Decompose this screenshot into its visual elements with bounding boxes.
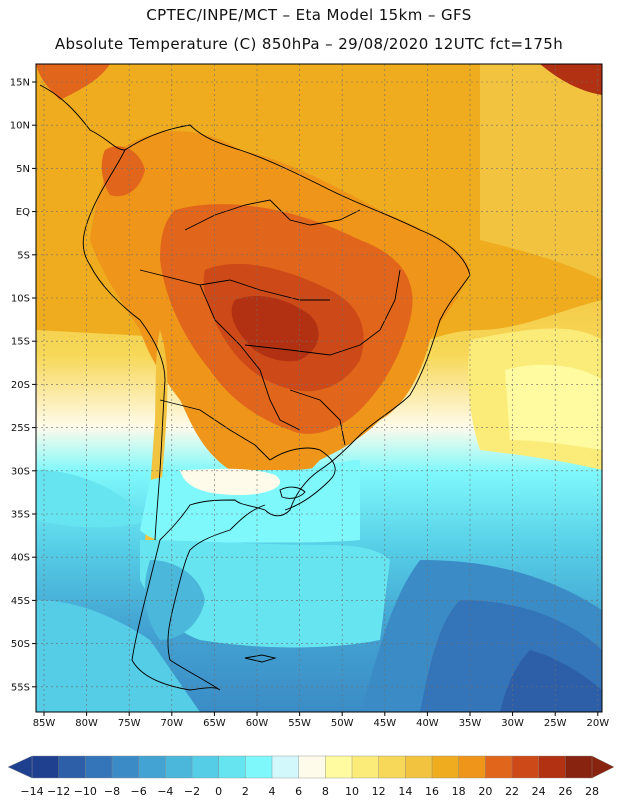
colorbar-tick-label: −2 [184, 785, 200, 798]
colorbar-swatch [191, 755, 220, 779]
colorbar-tick-label: 6 [295, 785, 302, 798]
colorbar-tick-label: −12 [47, 785, 70, 798]
colorbar-low-arrow [7, 755, 33, 779]
lon-label: 25W [544, 718, 567, 729]
colorbar-tick-label: 2 [242, 785, 249, 798]
colorbar-swatch [431, 755, 460, 779]
lon-label: 80W [75, 718, 98, 729]
colorbar-tick-label: 8 [322, 785, 329, 798]
lat-label: 5S [17, 250, 30, 261]
lat-label: 15S [11, 337, 30, 348]
lon-label: 65W [203, 718, 226, 729]
colorbar-tick-label: 4 [269, 785, 276, 798]
lat-label: EQ [16, 207, 30, 218]
lat-label: 20S [11, 380, 30, 391]
lon-label: 50W [331, 718, 354, 729]
colorbar-tick-label: 14 [398, 785, 412, 798]
colorbar-tick-label: 12 [372, 785, 386, 798]
colorbar-swatch [511, 755, 540, 779]
colorbar-tick-label: −8 [104, 785, 120, 798]
map-frame [35, 63, 603, 713]
colorbar-tick-label: −10 [74, 785, 97, 798]
colorbar-swatch [378, 755, 406, 779]
lat-label: 30S [11, 466, 30, 477]
lon-label: 45W [373, 718, 396, 729]
latitude-axis: 15N 10N 5N EQ 5S 10S 15S 20S 25S 30S 35S 40S 45S 50S 5… [10, 78, 36, 693]
colorbar-swatch [405, 755, 433, 779]
lat-label: 45S [11, 596, 30, 607]
colorbar-swatch [458, 755, 486, 779]
lon-label: 75W [118, 718, 141, 729]
colorbar-swatch [298, 755, 326, 779]
lon-label: 20W [586, 718, 609, 729]
lon-label: 70W [160, 718, 183, 729]
lat-label: 55S [11, 682, 30, 693]
lat-label: 10N [10, 121, 30, 132]
lon-label: 40W [416, 718, 439, 729]
lon-label: 85W [33, 718, 56, 729]
lon-label: 35W [459, 718, 482, 729]
colorbar-tick-label: 20 [478, 785, 492, 798]
country-borders [39, 84, 471, 691]
colorbar-swatch [271, 755, 300, 779]
lat-label: 50S [11, 639, 30, 650]
longitude-axis: 85W 80W 75W 70W 65W 60W 55W 50W 45W 40W 35W 30W 25W 2… [33, 712, 609, 729]
map-title-line-2: Absolute Temperature (C) 850hPa – 29/08/… [54, 35, 564, 53]
colorbar-swatch [245, 755, 273, 779]
colorbar-swatch [485, 755, 513, 779]
colorbar-tick-label: 28 [585, 785, 599, 798]
colorbar-swatch [218, 755, 246, 779]
colorbar-tick-label: −4 [157, 785, 173, 798]
lon-label: 55W [288, 718, 311, 729]
colorbar-swatch [138, 755, 166, 779]
temperature-field [36, 64, 602, 712]
colorbar-swatch [325, 755, 353, 779]
colorbar-swatch [565, 755, 593, 779]
temperature-colorbar [7, 755, 615, 779]
colorbar-swatch [85, 755, 113, 779]
colorbar-tick-label: 22 [505, 785, 519, 798]
colorbar-tick-label: 0 [215, 785, 222, 798]
lon-label: 30W [501, 718, 524, 729]
colorbar-swatch [165, 755, 193, 779]
colorbar-tick-label: −14 [20, 785, 43, 798]
colorbar-tick-labels: −14 −12 −10 −8 −6 −4 −2 0 2 4 6 8 10 12 14 16 18 20 22 24 26… [20, 785, 599, 798]
colorbar-swatch [31, 755, 60, 779]
colorbar-high-arrow [591, 755, 615, 779]
colorbar-swatch [111, 755, 140, 779]
colorbar-tick-label: −6 [131, 785, 147, 798]
colorbar-tick-label: 26 [558, 785, 572, 798]
colorbar-tick-label: 18 [452, 785, 466, 798]
lat-label: 40S [11, 553, 30, 564]
colorbar-tick-label: 10 [345, 785, 359, 798]
colorbar-swatch [538, 755, 566, 779]
lat-label: 25S [11, 423, 30, 434]
lat-lon-grid [36, 64, 602, 712]
colorbar-swatch [58, 755, 86, 779]
lat-label: 5N [16, 164, 30, 175]
lat-label: 15N [10, 78, 30, 89]
lat-label: 10S [11, 294, 30, 305]
colorbar-tick-label: 16 [425, 785, 439, 798]
colorbar-tick-label: 24 [532, 785, 546, 798]
lon-label: 60W [246, 718, 269, 729]
map-title-line-1: CPTEC/INPE/MCT – Eta Model 15km – GFS [146, 6, 472, 24]
lat-label: 35S [11, 510, 30, 521]
colorbar-swatch [351, 755, 380, 779]
